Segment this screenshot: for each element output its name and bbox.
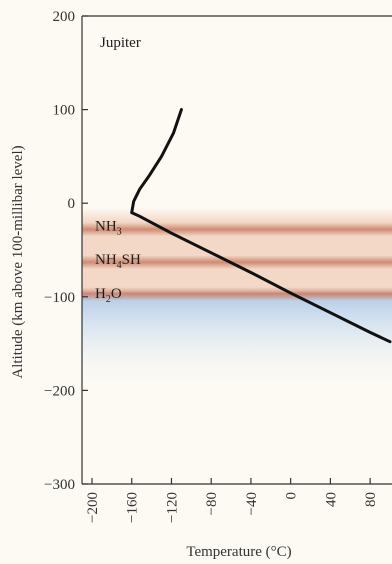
cloud-labels: NH3 NH4SH H2O	[95, 218, 141, 305]
cloud-label: H2O	[95, 286, 122, 305]
x-axis-label: Temperature (°C)	[186, 544, 291, 560]
x-tick-label: −160	[125, 492, 141, 523]
cloud-label: NH4SH	[95, 252, 141, 271]
x-tick-label: 0	[284, 492, 300, 500]
temperature-profile-line	[130, 108, 392, 344]
y-tick-label: −300	[44, 477, 75, 493]
y-axis-label: Altitude (km above 100-millibar level)	[10, 145, 26, 378]
chart-title: Jupiter	[100, 35, 141, 51]
x-tick-label: 80	[363, 492, 379, 507]
blue-haze	[82, 292, 392, 391]
cloud-band	[82, 255, 392, 270]
y-tick-label: −200	[44, 383, 75, 399]
x-tick-label: 40	[323, 492, 339, 507]
x-tick-label: −200	[85, 492, 101, 523]
axes: 200 100 0 −100 −200 −300 −200 −160 −120 −80 −40 0 40…	[44, 9, 392, 523]
plot-background	[82, 292, 392, 391]
y-tick-label: −100	[44, 290, 75, 306]
series	[130, 108, 392, 344]
cloud-band	[82, 286, 392, 301]
cloud-label: NH3	[95, 218, 122, 237]
y-tick-label: 200	[53, 9, 76, 25]
x-tick-label: −80	[204, 492, 220, 515]
cloud-bands	[82, 207, 392, 302]
x-tick-label: −120	[164, 492, 180, 523]
y-tick-label: 0	[68, 196, 76, 212]
cloud-band	[82, 222, 392, 237]
y-tick-label: 100	[53, 103, 76, 119]
x-tick-label: −40	[244, 492, 260, 515]
